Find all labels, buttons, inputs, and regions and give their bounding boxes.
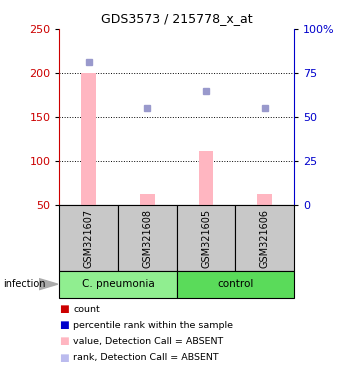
- Bar: [82, 73, 96, 205]
- Bar: [199, 151, 214, 205]
- Text: rank, Detection Call = ABSENT: rank, Detection Call = ABSENT: [73, 353, 219, 362]
- Text: C. pneumonia: C. pneumonia: [82, 279, 154, 289]
- Bar: [177, 271, 294, 298]
- Bar: [235, 205, 294, 271]
- Bar: [177, 205, 235, 271]
- Title: GDS3573 / 215778_x_at: GDS3573 / 215778_x_at: [101, 12, 253, 25]
- Text: infection: infection: [3, 279, 46, 289]
- Polygon shape: [39, 279, 58, 290]
- Text: GSM321607: GSM321607: [84, 209, 94, 268]
- Bar: [59, 271, 177, 298]
- Text: ■: ■: [59, 304, 69, 314]
- Text: ■: ■: [59, 320, 69, 330]
- Bar: [257, 194, 272, 205]
- Text: count: count: [73, 305, 100, 314]
- Text: value, Detection Call = ABSENT: value, Detection Call = ABSENT: [73, 337, 223, 346]
- Text: GSM321606: GSM321606: [260, 209, 270, 268]
- Bar: [59, 205, 118, 271]
- Bar: [140, 194, 155, 205]
- Text: ■: ■: [59, 353, 69, 362]
- Text: control: control: [217, 279, 254, 289]
- Text: percentile rank within the sample: percentile rank within the sample: [73, 321, 233, 330]
- Bar: [118, 205, 177, 271]
- Text: GSM321608: GSM321608: [142, 209, 152, 268]
- Text: GSM321605: GSM321605: [201, 209, 211, 268]
- Text: ■: ■: [59, 336, 69, 346]
